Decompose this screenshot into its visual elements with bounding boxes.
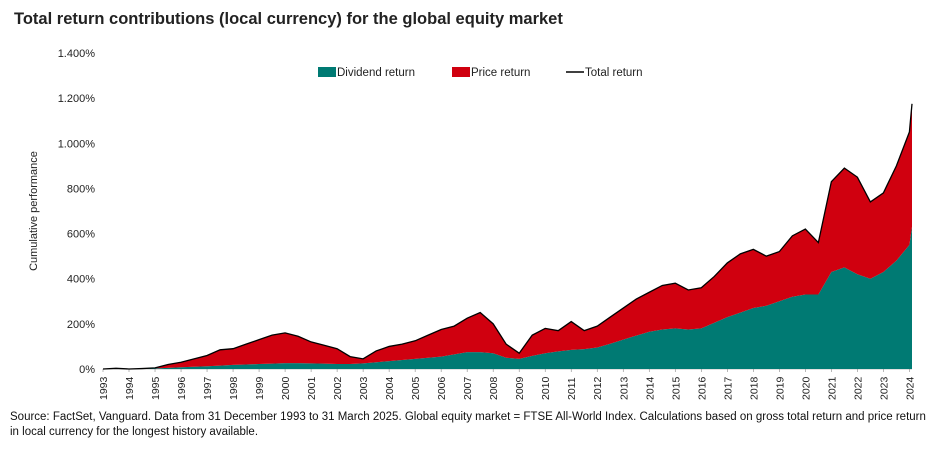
- x-tick-label: 1999: [254, 376, 266, 400]
- x-tick-label: 2018: [748, 376, 760, 400]
- x-tick-label: 1997: [202, 376, 214, 400]
- x-tick-label: 2014: [644, 376, 656, 400]
- x-tick-label: 1998: [228, 376, 240, 400]
- x-tick-label: 2009: [514, 376, 526, 400]
- x-tick-label: 2001: [306, 376, 318, 400]
- x-tick-label: 1995: [150, 376, 162, 400]
- y-tick-label: 1.000%: [58, 138, 96, 150]
- legend-label: Dividend return: [337, 67, 415, 79]
- x-tick-label: 2020: [800, 376, 812, 400]
- x-tick-label: 1996: [176, 376, 188, 400]
- x-tick-label: 2023: [878, 376, 890, 400]
- y-tick-label: 600%: [67, 229, 95, 241]
- x-tick-label: 2024: [904, 376, 916, 400]
- y-axis-label: Cumulative performance: [28, 151, 40, 271]
- x-tick-label: 2017: [722, 376, 734, 400]
- y-tick-label: 800%: [67, 183, 95, 195]
- x-tick-label: 2013: [618, 376, 630, 400]
- y-tick-label: 1.400%: [58, 48, 96, 60]
- x-tick-label: 2015: [670, 376, 682, 400]
- x-tick-label: 1994: [124, 376, 136, 400]
- y-tick-label: 200%: [67, 319, 95, 331]
- x-tick-label: 2005: [410, 376, 422, 400]
- x-tick-label: 2006: [436, 376, 448, 400]
- y-tick-label: 400%: [67, 274, 95, 286]
- area: [103, 103, 912, 370]
- x-tick-label: 2012: [592, 376, 604, 400]
- legend-swatch: [452, 67, 470, 77]
- legend-swatch: [318, 67, 336, 77]
- x-tick-label: 2003: [358, 376, 370, 400]
- x-tick-label: 2016: [696, 376, 708, 400]
- x-tick-label: 2022: [852, 376, 864, 400]
- x-tick-label: 2002: [332, 376, 344, 400]
- area: [103, 226, 912, 369]
- x-tick-label: 2004: [384, 376, 396, 400]
- x-tick-label: 2008: [488, 376, 500, 400]
- y-tick-label: 0%: [79, 364, 95, 376]
- y-tick-label: 1.200%: [58, 93, 96, 105]
- x-tick-label: 2007: [462, 376, 474, 400]
- legend-label: Total return: [585, 67, 643, 79]
- x-tick-label: 2011: [566, 377, 578, 400]
- x-tick-label: 2000: [280, 376, 292, 400]
- x-tick-label: 2019: [774, 376, 786, 400]
- source-note: Source: FactSet, Vanguard. Data from 31 …: [10, 411, 926, 438]
- chart-title: Total return contributions (local curren…: [14, 10, 563, 28]
- line: [102, 103, 913, 370]
- x-tick-label: 2021: [826, 376, 838, 400]
- chart: Total return contributions (local curren…: [14, 10, 916, 400]
- x-tick-label: 2010: [540, 376, 552, 400]
- x-tick-label: 1993: [98, 376, 110, 400]
- legend-label: Price return: [471, 67, 530, 79]
